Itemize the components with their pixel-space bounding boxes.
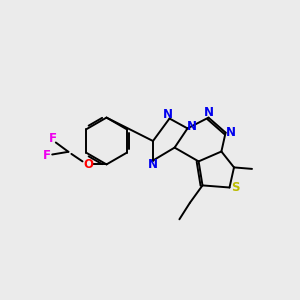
Text: N: N [147,158,158,171]
Text: N: N [203,106,214,119]
Text: F: F [49,131,57,145]
Text: O: O [83,158,93,171]
Text: N: N [163,108,173,121]
Text: S: S [231,181,239,194]
Text: N: N [187,119,197,133]
Text: F: F [43,149,51,162]
Text: N: N [225,125,236,139]
